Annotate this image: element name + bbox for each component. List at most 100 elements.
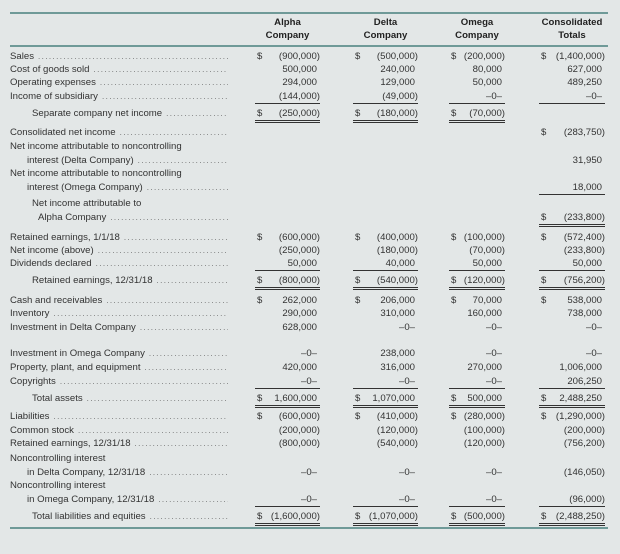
amount: (120,000) bbox=[376, 425, 418, 436]
amount: 50,000 bbox=[472, 258, 502, 269]
row-label-text: Noncontrolling interest bbox=[10, 453, 106, 464]
dollar-sign: $ bbox=[541, 232, 547, 243]
amount: (144,000) bbox=[278, 91, 320, 102]
value-omega: $70,000 bbox=[449, 295, 505, 307]
amount: 160,000 bbox=[467, 308, 502, 319]
value-consolidated: –0– bbox=[539, 322, 605, 334]
value-delta: 310,000 bbox=[353, 308, 418, 320]
amount: 2,488,250 bbox=[559, 393, 602, 404]
amount: (100,000) bbox=[463, 425, 505, 436]
value-delta: (540,000) bbox=[353, 438, 418, 450]
amount: 500,000 bbox=[467, 393, 502, 404]
row-label: Inventory...............................… bbox=[10, 307, 228, 321]
value-omega: 80,000 bbox=[449, 64, 505, 76]
dot-leader: ........................................… bbox=[53, 309, 228, 318]
amount: –0– bbox=[485, 322, 502, 333]
dot-leader: ........................................… bbox=[93, 65, 228, 74]
dollar-sign: $ bbox=[257, 295, 263, 306]
value-consolidated: $538,000 bbox=[539, 295, 605, 307]
amount: –0– bbox=[300, 348, 317, 359]
row-label-text: Alpha Company bbox=[38, 211, 107, 223]
value-delta: 240,000 bbox=[353, 64, 418, 76]
amount: (100,000) bbox=[463, 232, 505, 243]
row-label-text: Dividends declared bbox=[10, 258, 92, 269]
dollar-sign: $ bbox=[355, 511, 361, 522]
amount: 270,000 bbox=[467, 362, 502, 373]
amount: 240,000 bbox=[380, 64, 415, 75]
dot-leader: ........................................… bbox=[110, 212, 228, 222]
dollar-sign: $ bbox=[451, 232, 457, 243]
row-label-text: Net income attributable to bbox=[32, 198, 142, 209]
amount: –0– bbox=[398, 466, 415, 478]
row-label-text: Retained earnings, 12/31/18 bbox=[32, 275, 153, 286]
amount: 1,600,000 bbox=[274, 393, 317, 404]
amount: 1,006,000 bbox=[559, 362, 602, 373]
amount: 80,000 bbox=[472, 64, 502, 75]
value-alpha: –0– bbox=[255, 348, 320, 360]
value-alpha: $1,600,000 bbox=[255, 393, 320, 408]
dollar-sign: $ bbox=[451, 275, 457, 286]
row-label: Income of subsidiary....................… bbox=[10, 90, 228, 104]
amount: 500,000 bbox=[282, 64, 317, 75]
dollar-sign: $ bbox=[257, 393, 263, 404]
amount: (410,000) bbox=[376, 411, 418, 422]
value-delta: $ (180,000) bbox=[353, 108, 418, 123]
value-consolidated: 18,000 bbox=[539, 182, 605, 195]
value-alpha: 628,000 bbox=[255, 322, 320, 334]
value-omega: –0– bbox=[449, 91, 505, 104]
value-consolidated: (756,200) bbox=[539, 438, 605, 450]
value-consolidated: 1,006,000 bbox=[539, 362, 605, 374]
amount: 290,000 bbox=[282, 308, 317, 319]
value-alpha: $ (250,000) bbox=[255, 108, 320, 123]
row-label-text: Noncontrolling interest bbox=[10, 480, 106, 491]
value-omega: –0– bbox=[449, 467, 505, 479]
row-label-text: Inventory bbox=[10, 308, 50, 319]
value-alpha: –0– bbox=[255, 494, 320, 507]
value-consolidated: $ (756,200) bbox=[539, 275, 605, 290]
row-label-text: Common stock bbox=[10, 425, 74, 436]
value-omega: $ (100,000) bbox=[449, 232, 505, 244]
value-omega: (100,000) bbox=[449, 425, 505, 437]
value-consolidated: 489,250 bbox=[539, 77, 605, 89]
dollar-sign: $ bbox=[355, 275, 361, 286]
value-alpha: 50,000 bbox=[255, 258, 320, 271]
value-omega: $ (500,000) bbox=[449, 511, 505, 526]
dollar-sign: $ bbox=[541, 275, 547, 286]
dot-leader: ........................................… bbox=[38, 52, 228, 61]
value-omega: 160,000 bbox=[449, 308, 505, 320]
dollar-sign: $ bbox=[355, 411, 361, 422]
value-alpha: $ (800,000) bbox=[255, 275, 320, 290]
value-alpha: (144,000) bbox=[255, 91, 320, 104]
dot-leader: ........................................… bbox=[134, 439, 228, 448]
amount: (800,000) bbox=[278, 438, 320, 449]
row-label-text: Net income attributable to noncontrollin… bbox=[10, 141, 182, 152]
header-rule bbox=[10, 45, 608, 47]
row-label-text: Sales bbox=[10, 51, 34, 62]
value-consolidated: $ (233,800) bbox=[539, 212, 605, 227]
amount: 50,000 bbox=[472, 77, 502, 88]
amount: (70,000) bbox=[469, 245, 505, 256]
amount: (96,000) bbox=[569, 493, 605, 505]
value-alpha: –0– bbox=[255, 467, 320, 479]
row-label: Separate company net income.............… bbox=[10, 107, 228, 121]
amount: (49,000) bbox=[382, 91, 418, 102]
amount: –0– bbox=[300, 376, 317, 387]
dollar-sign: $ bbox=[451, 51, 457, 62]
amount: (1,290,000) bbox=[555, 411, 605, 422]
row-label: Noncontrolling interest in Delta Company,… bbox=[10, 452, 228, 479]
header-omega: Omega Company bbox=[449, 16, 505, 42]
value-consolidated: $ (283,750) bbox=[539, 127, 605, 139]
amount: (540,000) bbox=[376, 438, 418, 449]
row-label: Retained earnings, 12/31/18.............… bbox=[10, 437, 228, 451]
amount: (2,488,250) bbox=[555, 511, 605, 522]
row-label: Liabilities.............................… bbox=[10, 410, 228, 424]
bottom-rule bbox=[10, 527, 608, 529]
amount: (250,000) bbox=[278, 108, 320, 119]
dollar-sign: $ bbox=[355, 295, 361, 306]
value-consolidated: $ (1,290,000) bbox=[539, 411, 605, 423]
amount: 738,000 bbox=[567, 308, 602, 319]
value-delta: 40,000 bbox=[353, 258, 418, 271]
row-label-text: in Delta Company, 12/31/18 bbox=[27, 466, 146, 478]
value-consolidated: $2,488,250 bbox=[539, 393, 605, 408]
amount: (600,000) bbox=[278, 232, 320, 243]
